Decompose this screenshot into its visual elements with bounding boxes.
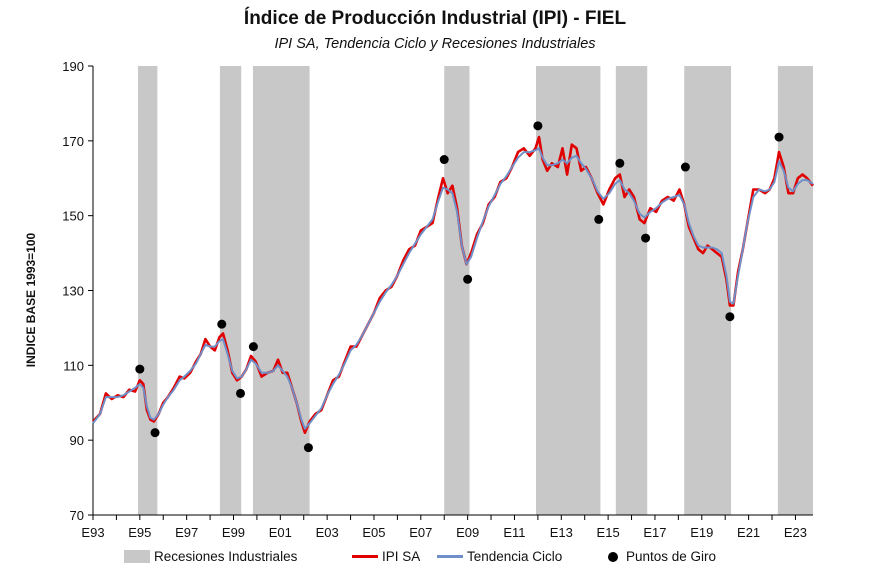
y-tick-label: 90 xyxy=(70,433,84,448)
recession-band-0 xyxy=(137,66,158,515)
turning-point xyxy=(463,274,473,284)
turning-point xyxy=(150,428,160,438)
x-tick-label: E07 xyxy=(409,525,432,540)
recession-band-4 xyxy=(536,66,601,515)
turning-point xyxy=(248,342,258,352)
legend-label-points: Puntos de Giro xyxy=(626,549,717,564)
x-tick-label: E09 xyxy=(456,525,479,540)
turning-point xyxy=(236,388,246,398)
x-tick-label: E23 xyxy=(784,525,807,540)
recession-band-1 xyxy=(219,66,242,515)
turning-point xyxy=(680,162,690,172)
x-tick-label: E03 xyxy=(316,525,339,540)
red-line-swatch-icon xyxy=(352,555,378,558)
x-tick-label: E05 xyxy=(362,525,385,540)
x-tick-label: E19 xyxy=(690,525,713,540)
x-tick-label: E15 xyxy=(597,525,620,540)
y-tick-label: 70 xyxy=(70,508,84,523)
recession-band-5 xyxy=(615,66,648,515)
legend-label-recessions: Recesiones Industriales xyxy=(154,549,298,564)
recession-band-6 xyxy=(684,66,732,515)
y-tick-label: 190 xyxy=(62,59,84,74)
tendencia-ciclo-line xyxy=(92,147,814,430)
y-tick-label: 130 xyxy=(62,284,84,299)
x-tick-label: E93 xyxy=(81,525,104,540)
recession-band-7 xyxy=(777,66,813,515)
axes: 70 90 110 130 150 170 190 E93 E95 E97 E99 E01 E03 E05… xyxy=(62,59,813,540)
legend-item-recessions: Recesiones Industriales xyxy=(124,549,297,564)
series-lines xyxy=(92,135,815,434)
legend-item-ipi: IPI SA xyxy=(352,549,420,564)
x-tick-label: E01 xyxy=(269,525,292,540)
legend-item-points: Puntos de Giro xyxy=(608,549,716,564)
y-tick-label: 150 xyxy=(62,209,84,224)
chart-title: Índice de Producción Industrial (IPI) - … xyxy=(243,8,627,29)
y-tick-label: 170 xyxy=(62,134,84,149)
legend: Recesiones Industriales IPI SA Tendencia… xyxy=(0,549,870,575)
chart-subtitle: IPI SA, Tendencia Ciclo y Recesiones Ind… xyxy=(274,36,596,52)
legend-label-trend: Tendencia Ciclo xyxy=(467,549,563,564)
legend-label-ipi: IPI SA xyxy=(382,549,421,564)
dot-swatch-icon xyxy=(608,551,618,562)
turning-points xyxy=(135,121,784,453)
turning-point xyxy=(615,158,625,168)
x-tick-label: E97 xyxy=(175,525,198,540)
legend-item-trend: Tendencia Ciclo xyxy=(437,549,562,564)
turning-point xyxy=(135,364,145,374)
recession-swatch-icon xyxy=(124,550,150,563)
turning-point xyxy=(217,319,227,329)
y-axis-label: INDICE BASE 1993=100 xyxy=(24,232,38,367)
x-tick-label: E13 xyxy=(550,525,573,540)
recession-band-3 xyxy=(444,66,470,515)
turning-point xyxy=(725,312,735,322)
turning-point xyxy=(594,214,604,224)
turning-point xyxy=(439,155,449,165)
x-tick-label: E95 xyxy=(128,525,151,540)
y-tick-label: 110 xyxy=(63,358,84,373)
turning-point xyxy=(774,132,784,142)
turning-point xyxy=(641,233,651,243)
blue-line-swatch-icon xyxy=(437,555,463,558)
turning-point xyxy=(303,443,313,453)
x-tick-label: E11 xyxy=(503,525,525,540)
x-tick-label: E99 xyxy=(222,525,245,540)
turning-point xyxy=(533,121,543,131)
recession-bands xyxy=(137,66,813,515)
x-tick-label: E17 xyxy=(643,525,666,540)
x-tick-label: E21 xyxy=(737,525,760,540)
recession-band-2 xyxy=(252,66,310,515)
